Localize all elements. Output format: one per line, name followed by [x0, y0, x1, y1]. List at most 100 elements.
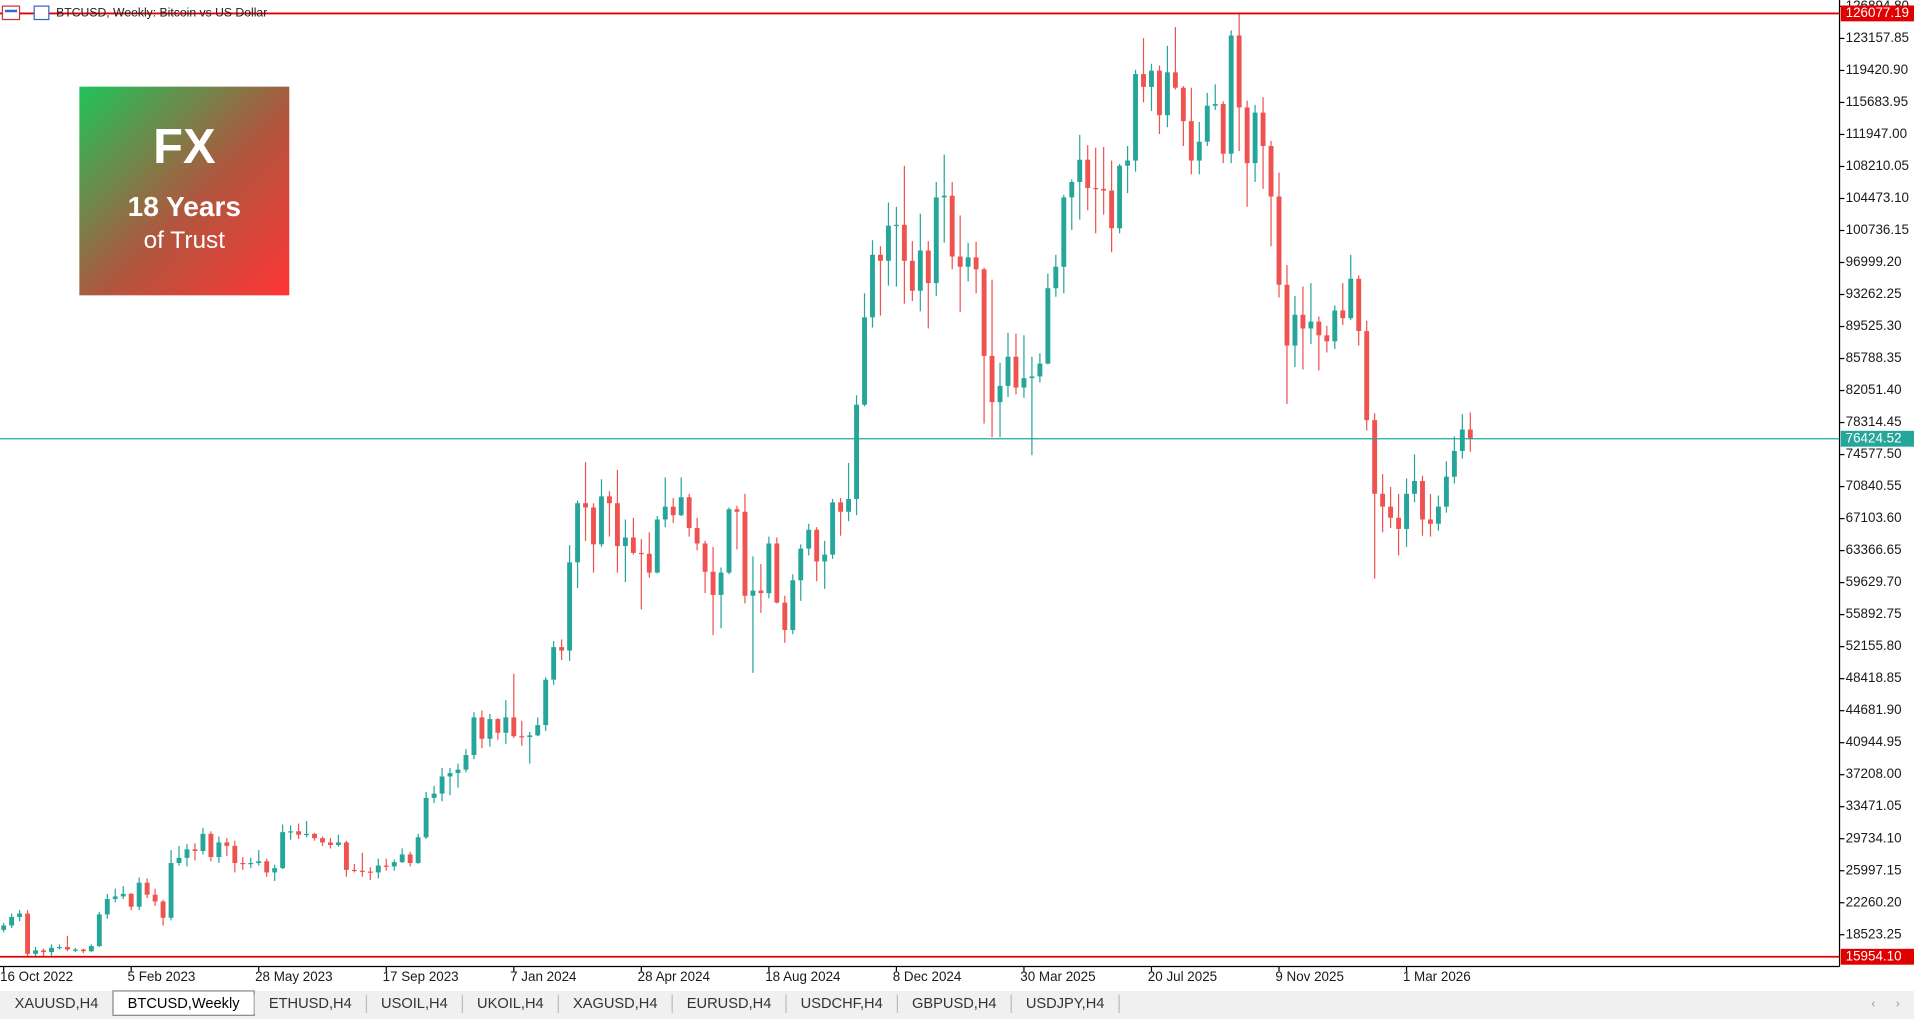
- candle-body: [933, 197, 939, 284]
- candle-body: [320, 838, 325, 843]
- tab[interactable]: GBPUSD,H4: [897, 991, 1012, 1015]
- candle-body: [1324, 335, 1330, 342]
- tab-label[interactable]: GBPUSD,H4: [912, 996, 997, 1012]
- candle-body: [1372, 420, 1378, 494]
- y-tick-label: 18523.25: [1846, 926, 1902, 941]
- candle-body: [256, 861, 262, 863]
- candle-body: [375, 865, 381, 873]
- candle-body: [989, 355, 995, 403]
- tab[interactable]: ETHUSD,H4: [254, 991, 368, 1015]
- candle-body: [965, 257, 971, 267]
- candle-body: [957, 256, 963, 267]
- candle-body: [1348, 278, 1354, 319]
- tab[interactable]: UKOIL,H4: [462, 991, 559, 1015]
- tab-label[interactable]: XAGUSD,H4: [573, 996, 658, 1012]
- y-tick-label: 25997.15: [1846, 862, 1902, 877]
- tab[interactable]: USOIL,H4: [366, 991, 463, 1015]
- candle-body: [1109, 190, 1115, 229]
- tab[interactable]: XAGUSD,H4: [558, 991, 673, 1015]
- candle-body: [901, 224, 907, 261]
- candle-body: [1164, 72, 1170, 116]
- candle-body: [662, 506, 668, 520]
- candle-body: [335, 842, 341, 846]
- scroll-left[interactable]: ‹: [1871, 997, 1875, 1011]
- candle-body: [96, 914, 102, 947]
- candle-body: [487, 719, 493, 739]
- scroll-right[interactable]: ›: [1896, 997, 1900, 1011]
- y-tick-label: 96999.20: [1846, 254, 1902, 269]
- y-tick-label: 70840.55: [1846, 478, 1902, 493]
- candle-body: [495, 719, 501, 733]
- candle-body: [543, 679, 549, 726]
- tab-bg[interactable]: [112, 990, 255, 1016]
- candle-body: [1404, 493, 1409, 529]
- candle-body: [128, 893, 134, 907]
- candle-body: [1053, 266, 1059, 289]
- candle-body: [1045, 288, 1051, 364]
- candle-body: [806, 529, 812, 549]
- tab[interactable]: USDCHF,H4: [786, 991, 898, 1015]
- candle-body: [112, 896, 118, 899]
- candle-body: [9, 916, 15, 926]
- candle-body: [41, 950, 46, 953]
- candle-body: [814, 529, 820, 562]
- tab-label[interactable]: EURUSD,H4: [687, 996, 772, 1012]
- candle-body: [455, 769, 461, 774]
- icon: [4, 9, 18, 13]
- candle-body: [885, 225, 891, 261]
- candle-body: [328, 842, 333, 846]
- candle-body: [638, 552, 644, 555]
- candle-body: [1268, 146, 1274, 197]
- tab-label[interactable]: ETHUSD,H4: [269, 996, 352, 1012]
- tab-label[interactable]: UKOIL,H4: [477, 996, 544, 1012]
- candle-body: [893, 224, 899, 227]
- x-tick-label: 18 Aug 2024: [765, 969, 841, 984]
- candle-body: [160, 901, 166, 918]
- y-tick-label: 119420.90: [1846, 62, 1908, 77]
- candle-body: [80, 949, 86, 952]
- candle-body: [1236, 35, 1242, 108]
- candle-body: [1212, 104, 1218, 106]
- tab-label[interactable]: USDCHF,H4: [801, 996, 883, 1012]
- tab-label[interactable]: USDJPY,H4: [1026, 996, 1105, 1012]
- candle-body: [1252, 112, 1258, 164]
- candle-body: [878, 254, 883, 261]
- logo-text: 18 Years: [128, 191, 241, 222]
- y-tick-label: 40944.95: [1846, 734, 1902, 749]
- candle-body: [383, 865, 389, 867]
- candle-body: [136, 882, 142, 907]
- candle-body: [1260, 112, 1266, 147]
- tab[interactable]: EURUSD,H4: [672, 991, 787, 1015]
- x-tick-label: 7 Jan 2024: [510, 969, 577, 984]
- candle-body: [439, 776, 445, 794]
- candle-body: [64, 946, 70, 950]
- y-tick-label: 104473.10: [1846, 190, 1909, 205]
- candle-body: [654, 519, 660, 573]
- candle-body: [1141, 74, 1146, 87]
- candle-body: [854, 404, 859, 499]
- candle-body: [471, 717, 477, 756]
- tab[interactable]: USDJPY,H4: [1011, 991, 1120, 1015]
- candle-body: [790, 580, 796, 630]
- candle-body: [17, 913, 23, 917]
- tab-label[interactable]: USOIL,H4: [381, 996, 448, 1012]
- candle-body: [1459, 429, 1465, 451]
- candle-body: [1093, 187, 1099, 190]
- candle-body: [503, 717, 509, 733]
- candle-body: [622, 537, 628, 547]
- candle-body: [774, 543, 780, 603]
- candle-body: [192, 849, 198, 852]
- tab-label[interactable]: BTCUSD,Weekly: [128, 996, 241, 1012]
- candle-body: [1443, 476, 1449, 507]
- candle-body: [152, 894, 158, 902]
- candle-body: [88, 946, 94, 952]
- candle-body: [973, 257, 979, 270]
- candle-body: [1388, 506, 1394, 518]
- tab[interactable]: BTCUSD,Weekly: [112, 990, 255, 1016]
- x-tick-label: 1 Mar 2026: [1403, 969, 1471, 984]
- price-label-box: [1840, 430, 1914, 447]
- candle-body: [1244, 107, 1250, 164]
- candle-body: [670, 506, 676, 516]
- tab-label[interactable]: XAUUSD,H4: [15, 996, 99, 1012]
